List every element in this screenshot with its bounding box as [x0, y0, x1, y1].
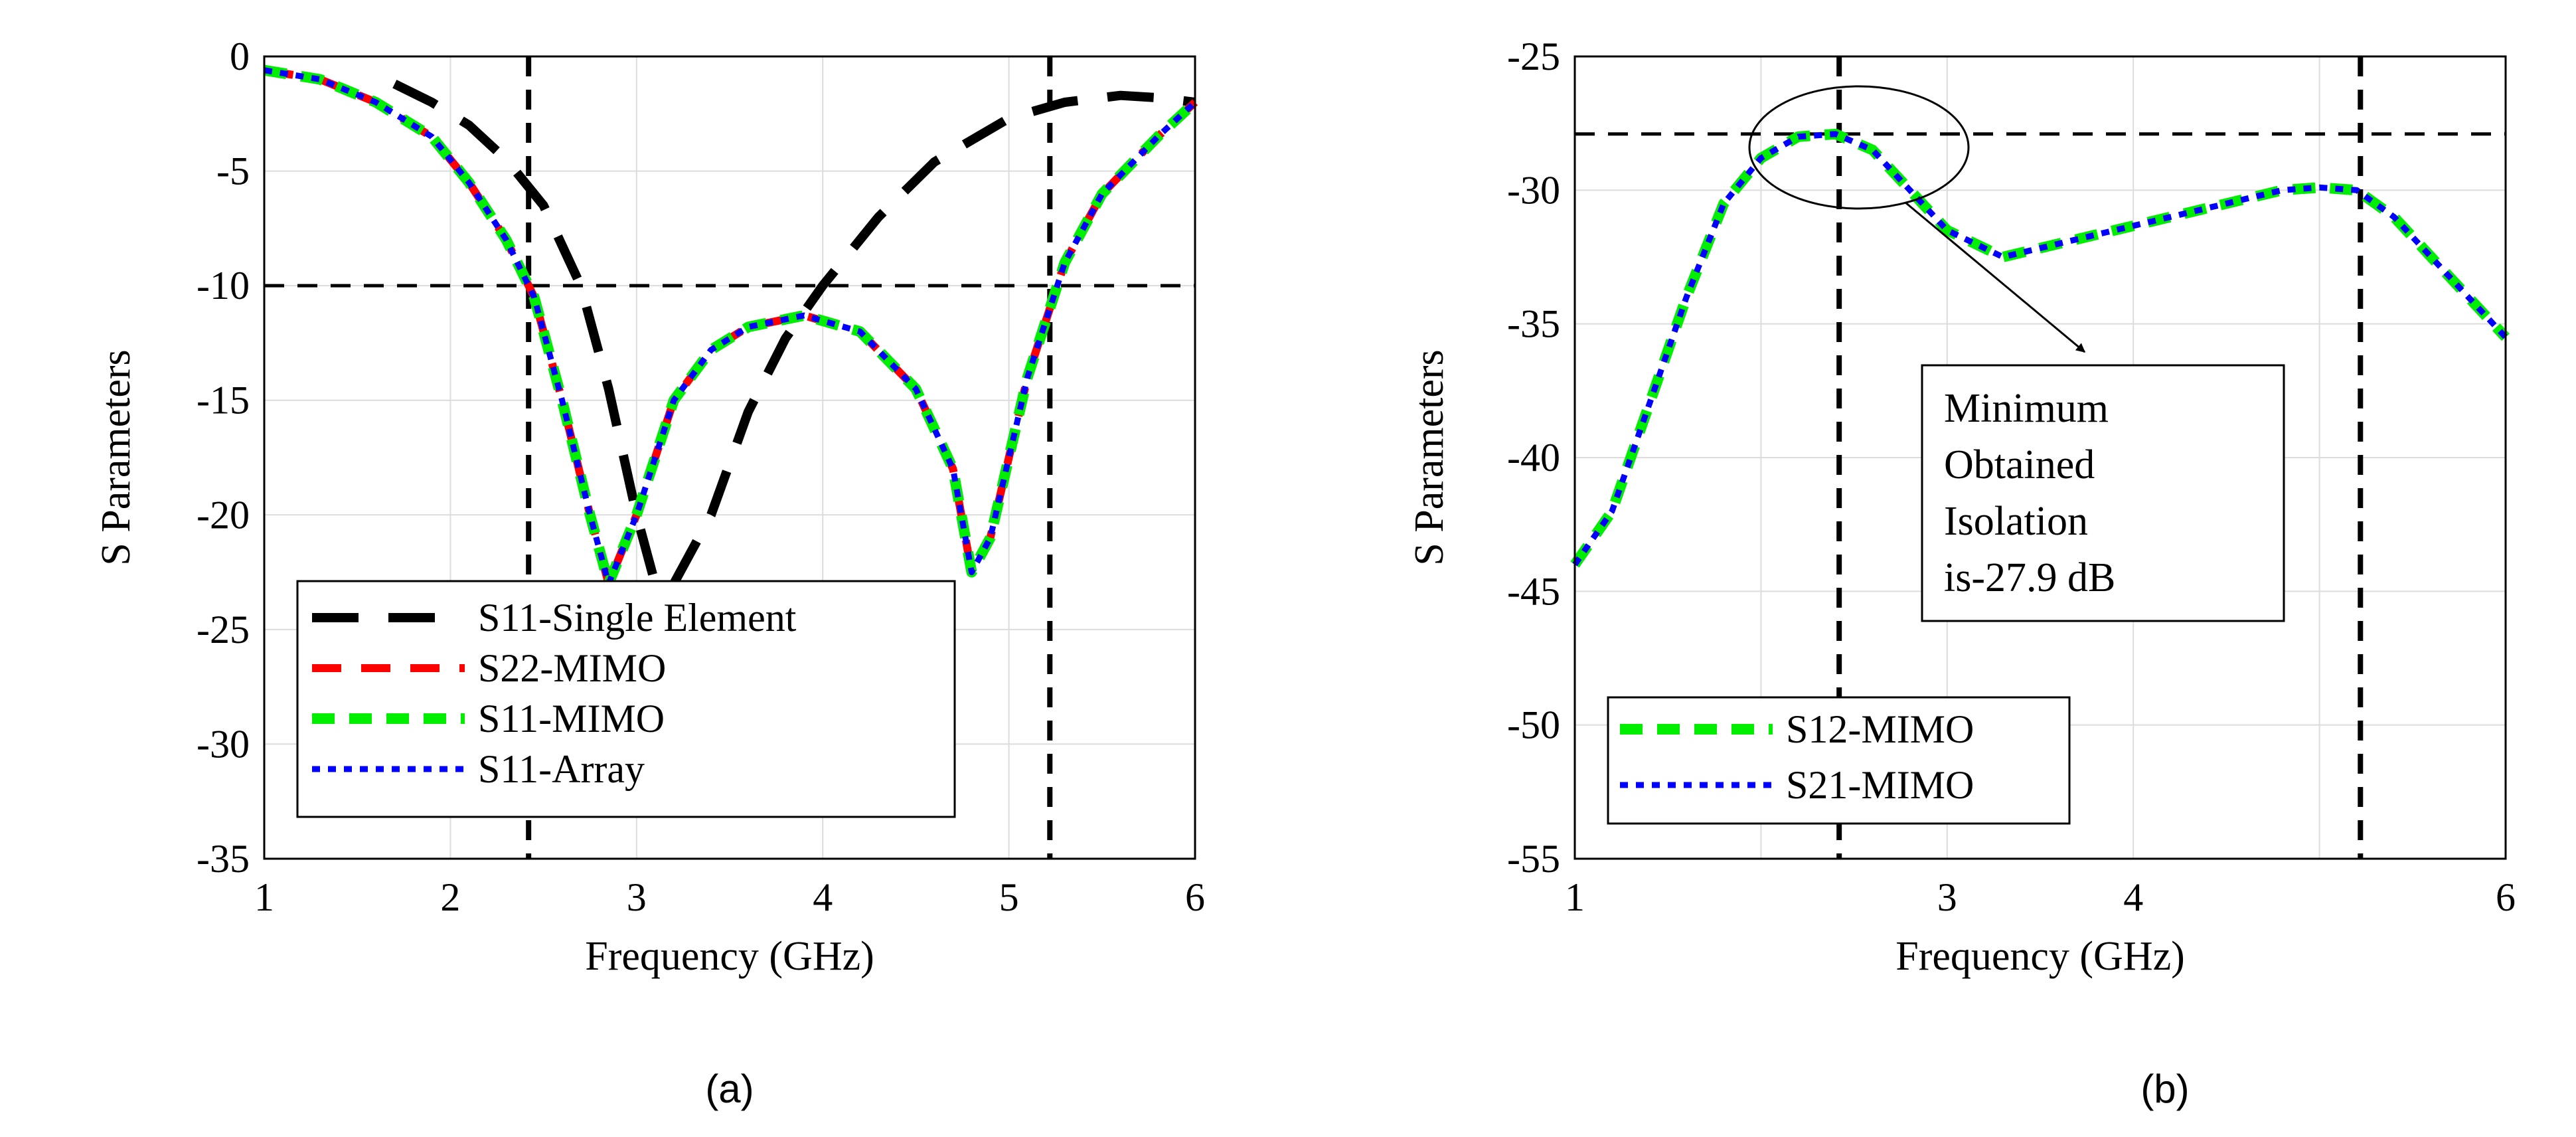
chart-b-annotation-line-4: is-27.9 dB	[1944, 555, 2115, 600]
chart-a-series-line-4	[264, 67, 1198, 587]
chart-b-annotation: Minimum Obtained Isolation is-27.9 dB	[1748, 85, 2285, 622]
chart-a-legend-label-4: S11-Array	[478, 747, 645, 791]
chart-b-x-tick-label: 1	[1565, 875, 1585, 919]
chart-b-y-tick-label: -40	[1507, 436, 1560, 480]
chart-a-series-line-1	[392, 80, 1196, 588]
chart-a-tick-labels: 1 2 3 4 5 6 0 -5 -10 -15 -20 -25 -30 -35	[197, 35, 1205, 919]
chart-a-x-tick-label: 6	[1185, 875, 1205, 919]
chart-b-y-tick-label: -30	[1507, 168, 1560, 212]
chart-b-annotation-line-3: Isolation	[1944, 499, 2088, 544]
chart-a-legend: S11-Single Element S22-MIMO S11-MIMO S11-Ar…	[296, 580, 956, 818]
chart-b-y-tick-label: -50	[1507, 703, 1560, 747]
chart-a-legend-label-1: S11-Single Element	[478, 596, 797, 640]
chart-b-x-axis-label: Frequency (GHz)	[1895, 934, 2185, 979]
chart-a-y-tick-label: -25	[197, 608, 250, 652]
chart-b-x-tick-label: 3	[1937, 875, 1957, 919]
chart-a-y-tick-label: -10	[197, 264, 250, 307]
subcaption-a: (a)	[705, 1067, 754, 1111]
chart-b-legend: S12-MIMO S21-MIMO	[1607, 696, 2071, 825]
chart-b-annotation-box	[1921, 364, 2285, 622]
chart-a-x-tick-label: 2	[440, 875, 460, 919]
chart-a-x-tick-label: 4	[813, 875, 833, 919]
chart-a-series-line-3	[263, 64, 1199, 589]
chart-b-annotation-arrow	[1905, 201, 2086, 353]
chart-b-annotation-line-2: Obtained	[1944, 442, 2095, 487]
chart-b-x-tick-label: 4	[2123, 875, 2143, 919]
chart-b-y-axis-label: S Parameters	[1407, 349, 1452, 565]
chart-a-legend-label-2: S22-MIMO	[478, 646, 666, 690]
chart-b-y-tick-label: -55	[1507, 837, 1560, 881]
chart-a-y-axis-label: S Parameters	[94, 349, 139, 565]
chart-a-x-axis-label: Frequency (GHz)	[585, 934, 874, 979]
chart-a-x-tick-label: 1	[254, 875, 274, 919]
chart-b-y-tick-label: -25	[1507, 35, 1560, 78]
chart-b-series	[1570, 128, 2510, 568]
chart-a-y-tick-label: 0	[230, 35, 250, 78]
chart-a-x-tick-label: 5	[999, 875, 1019, 919]
chart-b: 1 3 4 6 -25 -30 -35 -40 -45 -50 -55 Frequency (GHz…	[1407, 35, 2516, 979]
chart-a-plot-frame	[263, 55, 1196, 860]
chart-a-y-tick-label: -30	[197, 722, 250, 766]
chart-b-x-tick-label: 6	[2496, 875, 2516, 919]
chart-b-legend-label-1: S12-MIMO	[1786, 707, 1974, 751]
chart-b-annotation-line-1: Minimum	[1944, 386, 2109, 431]
chart-a-series	[263, 64, 1199, 589]
chart-a: 1 2 3 4 5 6 0 -5 -10 -15 -20 -25 -30 -35 Frequency (G…	[94, 35, 1205, 979]
chart-b-legend-label-2: S21-MIMO	[1786, 763, 1974, 807]
chart-b-y-tick-label: -35	[1507, 302, 1560, 346]
chart-a-y-tick-label: -20	[197, 493, 250, 537]
chart-b-legend-box	[1607, 696, 2071, 825]
chart-a-x-tick-label: 3	[627, 875, 647, 919]
chart-b-plot-frame	[1573, 55, 2507, 860]
chart-b-tick-labels: 1 3 4 6 -25 -30 -35 -40 -45 -50 -55	[1507, 35, 2516, 919]
subcaption-b: (b)	[2140, 1067, 2189, 1111]
chart-b-annotation-ellipse	[1748, 85, 1970, 210]
chart-a-series-line-2	[264, 66, 1198, 588]
chart-a-legend-label-3: S11-MIMO	[478, 697, 665, 741]
chart-b-y-tick-label: -45	[1507, 569, 1560, 613]
chart-a-y-tick-label: -15	[197, 379, 250, 422]
chart-a-y-tick-label: -5	[216, 149, 250, 193]
chart-a-y-tick-label: -35	[197, 837, 250, 881]
chart-b-series-line-2	[1572, 131, 2508, 567]
